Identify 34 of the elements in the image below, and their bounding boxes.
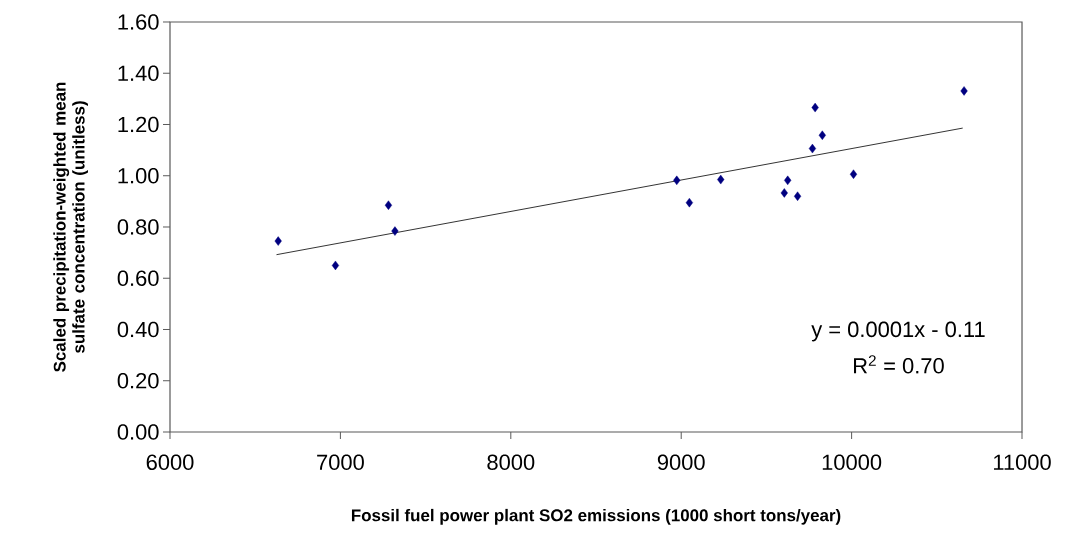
- y-tick-label: 0.60: [117, 270, 159, 287]
- point: [849, 169, 858, 179]
- x-tick-label: 11000: [994, 454, 1051, 471]
- point: [673, 175, 681, 186]
- x-tick-label: 9000: [657, 454, 705, 471]
- annotation: R$^{2}$ = 0.70: [854, 355, 944, 374]
- point: [685, 197, 693, 208]
- point: [811, 102, 819, 113]
- y-tick-label: 1.20: [118, 116, 159, 133]
- y-tick-label: 1.00: [118, 167, 159, 184]
- point: [717, 174, 725, 185]
- point: [274, 236, 282, 246]
- y-tick-label: 0.40: [117, 321, 159, 338]
- point: [808, 143, 816, 154]
- x-tick-label: 8000: [487, 454, 535, 471]
- y-tick-label: 0.80: [117, 219, 159, 235]
- point: [960, 86, 968, 96]
- y-tick-label: 1.40: [118, 65, 159, 82]
- y-tick-label: 0.20: [117, 372, 159, 389]
- point: [780, 188, 788, 198]
- point: [794, 191, 802, 201]
- y-tick-label: 0.00: [117, 424, 159, 440]
- x-tick-label: 6000: [146, 454, 194, 471]
- x-axis-title: Fossil fuel power plant SO2 emissions (1000 short tons/year): [351, 508, 841, 525]
- point: [818, 130, 826, 140]
- annotation: y = 0.0001x - 0.11: [811, 321, 985, 342]
- y-axis-title: Scaled precipitation-weighted mean sulfate concentration (unitless): [53, 82, 88, 372]
- point: [384, 200, 393, 210]
- y-tick-label: 1.60: [118, 14, 159, 30]
- x-tick-label: 10000: [822, 454, 882, 471]
- point: [331, 260, 340, 271]
- point: [784, 175, 792, 186]
- point: [391, 226, 399, 236]
- x-tick-label: 7000: [317, 454, 364, 471]
